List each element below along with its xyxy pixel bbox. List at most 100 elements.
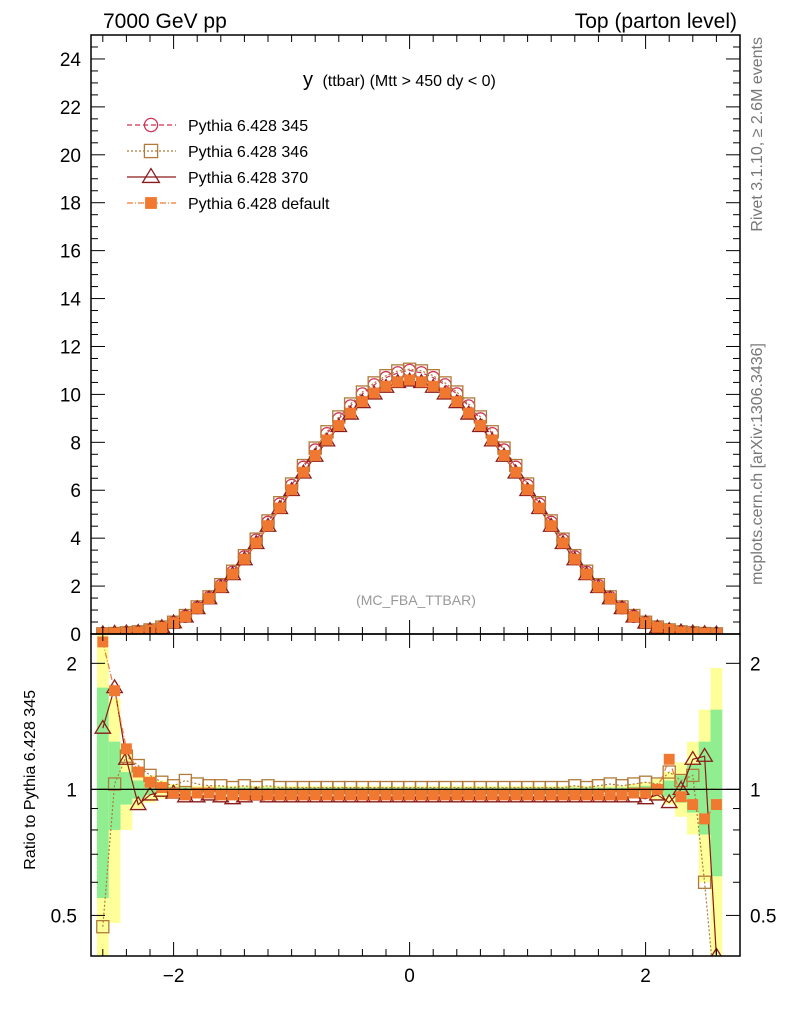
ratio-point-2 [695,747,714,762]
ratio-band-green [686,763,699,813]
y-tick-label: 6 [70,481,81,502]
header-process-label: Top (parton level) [575,10,737,33]
ratio-point-3 [498,789,510,801]
y-tick-label: 12 [60,337,81,358]
series-point-3 [616,602,628,614]
ratio-point-3 [380,789,392,801]
legend-marker-1 [143,143,159,159]
legend: Pythia 6.428 345 Pythia 6.428 346 Pythia 6… [127,117,330,213]
ratio-y-tick-label: 1 [66,780,77,801]
ratio-point-3 [699,813,711,825]
legend-marker-0 [143,117,159,133]
ratio-point-3 [286,789,298,801]
ratio-point-3 [168,787,180,799]
ratio-band-green [698,741,711,835]
legend-label-3: Pythia 6.428 default [188,196,330,213]
series-point-3 [392,376,404,388]
ratio-point-3 [215,789,227,801]
series-point-3 [286,484,298,496]
y-tick-label: 2 [70,577,81,598]
ratio-point-3 [463,789,475,801]
x-tick-label: −2 [163,966,185,987]
series-point-3 [132,626,144,634]
ratio-point-3 [345,789,357,801]
ratio-point-1 [96,919,110,934]
ratio-point-3 [132,766,144,778]
plot-title: y (ttbar) (Mtt > 450 dy < 0) [303,69,496,91]
ratio-point-3 [179,789,191,801]
ratio-point-3 [533,789,545,801]
series-point-3 [274,502,286,514]
ratio-point-2 [117,750,136,765]
ratio-point-3 [486,789,498,801]
y-tick-label: 10 [60,385,81,406]
series-point-3 [675,626,687,634]
ratio-point-3 [309,789,321,801]
ratio-point-1 [178,773,193,788]
ratio-point-3 [663,753,675,765]
ratio-y-tick-label-right: 0.5 [750,906,776,927]
ratio-band-green [120,772,133,805]
ratio-point-1 [710,1002,722,1014]
ratio-point-3 [392,789,404,801]
ratio-point-3 [109,685,121,697]
series-point-3 [156,622,168,633]
ratio-point-1 [107,777,122,791]
ratio-point-2 [710,947,722,956]
ratio-point-3 [415,789,427,801]
ratio-point-3 [297,789,309,801]
ratio-band-green [710,709,723,877]
series-point-3 [451,396,463,408]
series-point-3 [404,374,416,386]
ratio-point-3 [156,782,168,794]
ratio-point-2 [129,795,148,811]
ratio-point-3 [274,789,286,801]
ratio-point-3 [144,776,156,788]
y-tick-label: 8 [70,433,81,454]
series-point-3 [533,502,545,514]
series-point-3 [651,621,663,633]
ratio-point-3 [592,789,604,801]
series-point-3 [474,420,486,431]
series-point-3 [415,376,427,388]
ratio-point-3 [474,789,486,801]
y-tick-label: 18 [60,194,81,215]
ratio-point-3 [368,789,380,801]
series-point-3 [380,380,392,392]
y-tick-label: 22 [60,98,81,119]
y-tick-label: 24 [60,50,82,71]
series-point-3 [604,593,616,604]
ratio-band-green [663,780,676,797]
series-point-3 [463,407,475,419]
ratio-line-1 [102,755,713,956]
series-point-3 [179,611,191,623]
ratio-y-tick-label: 2 [66,654,77,675]
ratio-point-3 [522,789,534,801]
ratio-point-3 [569,789,581,801]
legend-label-1: Pythia 6.428 346 [188,144,308,161]
ratio-point-3 [356,789,368,801]
ratio-point-3 [191,787,203,799]
legend-marker-3 [145,197,157,209]
ratio-point-3 [262,789,274,801]
series-point-3 [250,537,262,549]
series-point-3 [545,520,557,532]
series-point-3 [297,466,309,478]
series-point-3 [486,434,498,446]
series-point-3 [592,581,604,593]
ratio-point-2 [660,793,679,809]
series-point-3 [498,450,510,461]
ratio-point-3 [404,789,416,801]
series-point-3 [309,450,321,461]
x-tick-label: 2 [640,966,651,987]
series-point-3 [109,627,121,634]
ratio-point-1 [662,765,676,779]
ratio-point-3 [581,789,593,801]
plot-title-main: y [303,69,313,91]
ratio-point-3 [604,789,616,801]
series-point-3 [227,568,239,580]
y-tick-label: 0 [70,625,81,646]
series-point-3 [191,602,203,614]
